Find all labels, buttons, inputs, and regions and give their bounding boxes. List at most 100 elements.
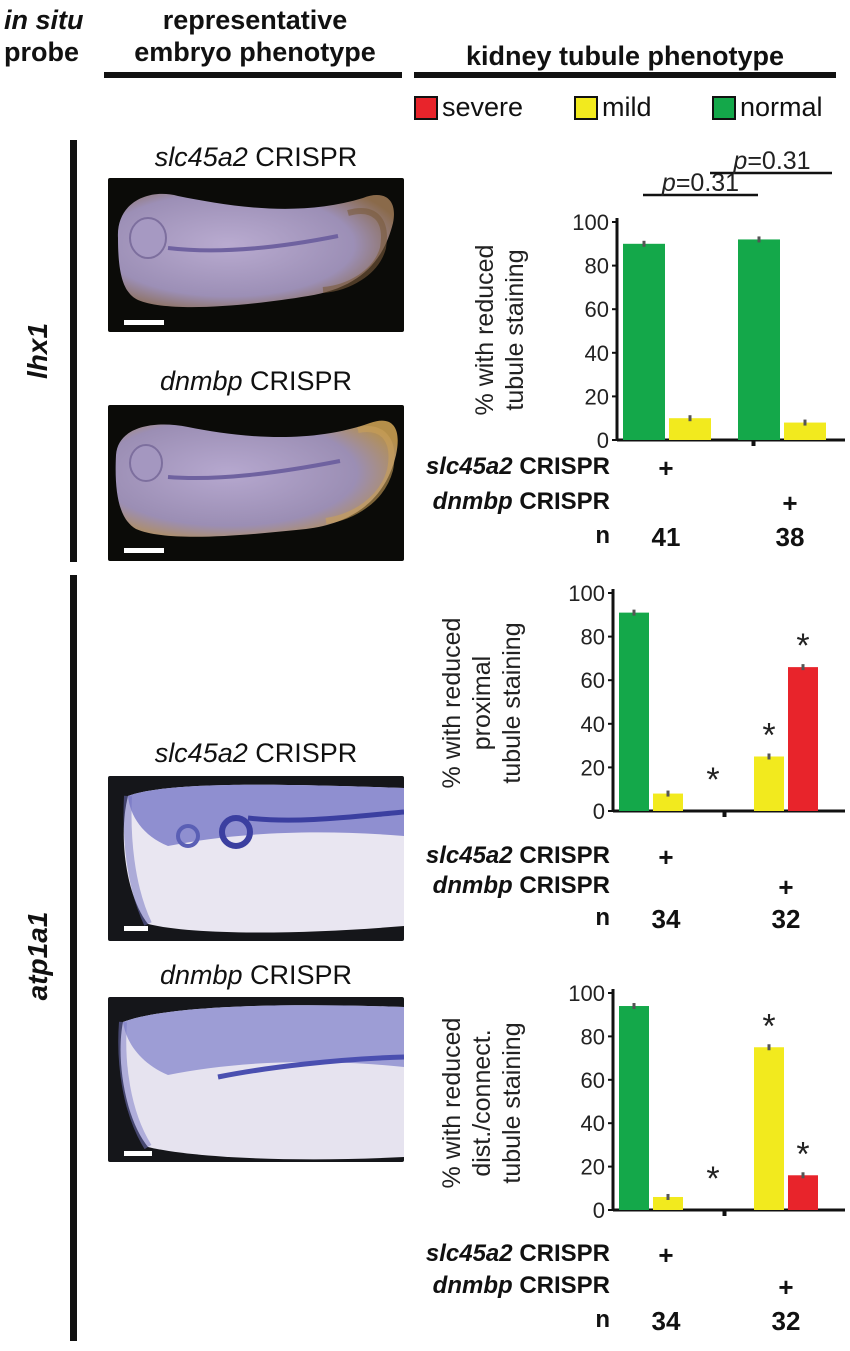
header-kidney: kidney tubule phenotype bbox=[465, 41, 785, 71]
photo-caption-2-suffix: CRISPR bbox=[250, 366, 353, 396]
header-probe-line2: probe bbox=[4, 37, 80, 67]
legend-swatch-severe bbox=[414, 95, 438, 120]
significance-star: * bbox=[706, 761, 719, 799]
scale-bar-2 bbox=[124, 548, 164, 553]
cond-slc-gene-1: slc45a2 bbox=[425, 842, 513, 869]
p-value-2: p=0.31 bbox=[732, 147, 810, 175]
significance-star: * bbox=[796, 1135, 809, 1173]
y-tick-label: 20 bbox=[585, 384, 609, 409]
photo-caption-2-gene: dnmbp bbox=[159, 366, 243, 396]
n-value-1-0: 34 bbox=[651, 904, 681, 934]
header-rule-embryo bbox=[104, 72, 402, 78]
embryo-photo-1 bbox=[108, 178, 404, 332]
embryo-photo-4 bbox=[108, 997, 404, 1162]
legend-label-normal: normal bbox=[740, 92, 823, 122]
y-tick-label: 60 bbox=[581, 668, 605, 693]
photo-caption-1: slc45a2 CRISPR bbox=[108, 142, 404, 173]
cond-dnm-label-2: dnmbp CRISPR bbox=[400, 1272, 610, 1300]
header-probe: in situ probe bbox=[4, 4, 84, 68]
significance-star: * bbox=[762, 1007, 775, 1045]
y-tick-label: 40 bbox=[581, 712, 605, 737]
photo-caption-3: slc45a2 CRISPR bbox=[108, 738, 404, 769]
plus-slc-0: + bbox=[658, 453, 674, 483]
legend-severe: severe bbox=[414, 92, 523, 123]
y-axis-label: % with reduced bbox=[438, 1018, 466, 1189]
embryo-photo-2-image bbox=[115, 420, 398, 537]
y-axis-label: proximal bbox=[468, 656, 496, 750]
scale-bar-4 bbox=[124, 1151, 152, 1156]
cond-slc-crispr-0: CRISPR bbox=[519, 453, 610, 480]
bar-mild bbox=[653, 1196, 683, 1210]
cond-slc-gene-0: slc45a2 bbox=[425, 453, 513, 480]
bar-severe bbox=[788, 667, 818, 811]
row-label-lhx1: lhx1 bbox=[22, 322, 53, 380]
y-tick-label: 0 bbox=[593, 799, 605, 824]
y-tick-label: 40 bbox=[585, 341, 609, 366]
cond-n-label-2: n bbox=[595, 1306, 610, 1333]
cond-dnm-gene-2: dnmbp bbox=[432, 1272, 513, 1299]
bar-mild bbox=[784, 422, 826, 440]
bar-normal bbox=[738, 239, 780, 440]
cond-dnm-crispr-1: CRISPR bbox=[519, 872, 610, 899]
y-axis-label: % with reduced bbox=[438, 618, 466, 789]
significance-star: * bbox=[706, 1160, 719, 1198]
row-bar-atp1a1 bbox=[70, 575, 77, 1341]
embryo-photo-3 bbox=[108, 776, 404, 941]
y-axis-label: % with reduced bbox=[471, 245, 499, 416]
cond-n-label-0: n bbox=[595, 522, 610, 549]
photo-caption-3-gene: slc45a2 bbox=[154, 738, 248, 768]
cond-dnm-crispr-2: CRISPR bbox=[519, 1272, 610, 1299]
y-tick-label: 60 bbox=[585, 297, 609, 322]
cond-dnm-crispr-0: CRISPR bbox=[519, 488, 610, 515]
header-probe-line1: in situ bbox=[4, 5, 84, 35]
n-value-2-1: 32 bbox=[771, 1306, 801, 1336]
scale-bar-3 bbox=[124, 926, 148, 931]
cond-slc-label-1: slc45a2 CRISPR bbox=[400, 842, 610, 870]
y-tick-label: 60 bbox=[581, 1068, 605, 1093]
header-embryo-line2: embryo phenotype bbox=[134, 37, 376, 67]
y-tick-label: 20 bbox=[581, 755, 605, 780]
y-tick-label: 80 bbox=[585, 254, 609, 279]
embryo-photo-4-image bbox=[118, 1005, 404, 1160]
y-tick-label: 0 bbox=[593, 1198, 605, 1223]
p-value-1: p=0.31 bbox=[661, 169, 739, 197]
significance-star: * bbox=[796, 627, 809, 665]
y-tick-label: 80 bbox=[581, 1024, 605, 1049]
significance-star: * bbox=[762, 717, 775, 755]
bar-mild bbox=[653, 793, 683, 811]
n-value-1-1: 32 bbox=[771, 904, 801, 934]
row-bar-lhx1 bbox=[70, 140, 77, 562]
photo-caption-3-suffix: CRISPR bbox=[255, 738, 358, 768]
y-tick-label: 40 bbox=[581, 1111, 605, 1136]
row-label-atp1a1: atp1a1 bbox=[22, 911, 53, 1001]
bar-normal bbox=[619, 1006, 649, 1210]
chart-atp1a1-distal: 0 20 40 60 80 100 % with reduced dist./connect.… bbox=[438, 981, 845, 1223]
plus-slc-2: + bbox=[658, 1240, 674, 1270]
bar-mild bbox=[754, 756, 784, 811]
header-embryo-line1: representative bbox=[162, 5, 348, 35]
y-tick-label: 80 bbox=[581, 625, 605, 650]
legend-mild: mild bbox=[574, 92, 652, 123]
photo-caption-4-suffix: CRISPR bbox=[250, 960, 353, 990]
legend-label-severe: severe bbox=[442, 92, 524, 122]
bar-mild bbox=[669, 418, 711, 440]
legend-label-mild: mild bbox=[602, 92, 652, 122]
cond-slc-label-2: slc45a2 CRISPR bbox=[400, 1240, 610, 1268]
cond-dnm-gene-0: dnmbp bbox=[432, 488, 513, 515]
y-tick-label: 100 bbox=[568, 581, 605, 606]
plus-dnm-0: + bbox=[782, 488, 798, 518]
y-tick-label: 0 bbox=[597, 428, 609, 450]
cond-n-label-1: n bbox=[595, 904, 610, 931]
y-tick-label: 100 bbox=[568, 981, 605, 1006]
n-value-0-1: 38 bbox=[775, 522, 805, 552]
photo-caption-4: dnmbp CRISPR bbox=[108, 960, 404, 991]
cond-dnm-label-1: dnmbp CRISPR bbox=[400, 872, 610, 900]
plus-dnm-2: + bbox=[778, 1272, 794, 1302]
scale-bar-1 bbox=[124, 320, 164, 325]
chart-lhx1: 0 20 40 60 80 100 % with reduced tubule stainin… bbox=[471, 147, 845, 450]
y-axis-label: tubule staining bbox=[501, 249, 529, 410]
cond-slc-label-0: slc45a2 CRISPR bbox=[400, 453, 610, 481]
y-axis-label: dist./connect. bbox=[468, 1029, 496, 1176]
photo-caption-1-suffix: CRISPR bbox=[255, 142, 358, 172]
legend-swatch-normal bbox=[712, 95, 736, 120]
